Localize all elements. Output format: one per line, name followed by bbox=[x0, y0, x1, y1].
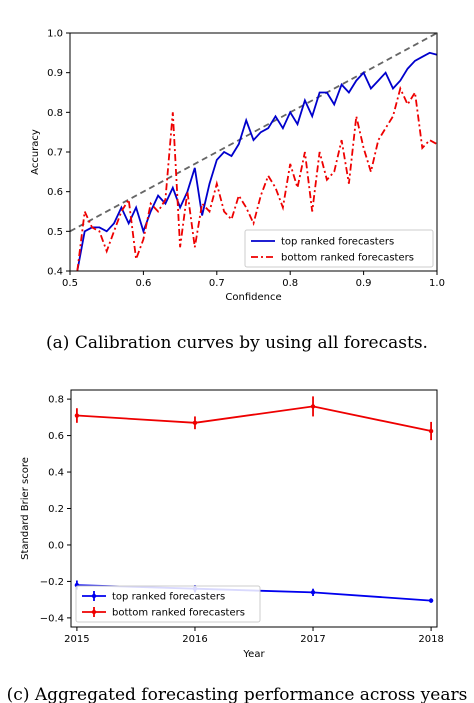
x-tick-label: 0.8 bbox=[282, 278, 298, 289]
caption: (a) Calibration curves by using all fore… bbox=[46, 333, 428, 353]
y-tick-label: 0.7 bbox=[47, 148, 63, 159]
data-point bbox=[428, 428, 434, 434]
legend-symbol-bottom bbox=[82, 607, 106, 617]
data-point bbox=[428, 598, 434, 603]
y-tick-label: 0.2 bbox=[48, 504, 64, 515]
y-axis-label: Standard Brier score bbox=[20, 457, 31, 560]
legend-label-top: top ranked forecasters bbox=[281, 237, 394, 248]
x-tick-label: 2017 bbox=[300, 634, 325, 645]
y-tick-label: 0.6 bbox=[47, 187, 63, 198]
legend-symbol-top bbox=[82, 591, 106, 601]
y-tick-label: 0.8 bbox=[48, 395, 64, 406]
series-line-1 bbox=[76, 405, 432, 432]
data-point bbox=[192, 420, 198, 426]
y-tick-label: 0.9 bbox=[47, 68, 63, 79]
calibration-chart: 0.5 0.6 0.7 0.8 0.9 1.0 0.40.50.60.70.80.91.0… bbox=[30, 29, 445, 354]
legend-label-bottom: bottom ranked forecasters bbox=[281, 253, 414, 264]
y-tick-label: 0.5 bbox=[47, 227, 63, 238]
diagonal-reference-line bbox=[69, 32, 438, 233]
y-axis-label: Accuracy bbox=[30, 129, 41, 175]
y-tick-label: 0.4 bbox=[48, 468, 64, 479]
data-point bbox=[74, 413, 80, 418]
y-tick-label: −0.2 bbox=[40, 577, 64, 588]
data-point bbox=[310, 590, 316, 595]
x-tick-label: 2016 bbox=[182, 634, 207, 645]
x-tick-label: 0.7 bbox=[209, 278, 225, 289]
y-tick-label: 0.4 bbox=[47, 267, 63, 278]
legend: top ranked forecasters bottom ranked for… bbox=[75, 585, 261, 623]
series-line-1 bbox=[76, 85, 438, 272]
x-tick-label: 0.9 bbox=[356, 278, 372, 289]
legend: top ranked forecasters bottom ranked for… bbox=[244, 229, 434, 268]
data-point bbox=[310, 404, 316, 409]
y-tick-label: 1.0 bbox=[47, 29, 63, 40]
x-tick-label: 2015 bbox=[64, 634, 89, 645]
y-tick-label: 0.0 bbox=[48, 540, 64, 551]
y-tick-label: 0.6 bbox=[48, 431, 64, 442]
legend-label-bottom: bottom ranked forecasters bbox=[112, 608, 245, 619]
y-tick-label: −0.4 bbox=[40, 613, 64, 624]
legend-box bbox=[244, 229, 434, 268]
caption: (c) Aggregated forecasting performance a… bbox=[7, 685, 468, 703]
legend-label-top: top ranked forecasters bbox=[112, 592, 225, 603]
x-tick-label: 0.5 bbox=[62, 278, 78, 289]
brier-score-chart: 2015 2016 2017 2018 −0.4 −0.2 0.0 0.2 0.4 0.6 0.8… bbox=[7, 389, 468, 703]
x-tick-label: 1.0 bbox=[429, 278, 445, 289]
x-tick-label: 0.6 bbox=[135, 278, 151, 289]
series-line-0 bbox=[76, 51, 438, 272]
legend-box bbox=[75, 585, 261, 623]
x-tick-label: 2018 bbox=[418, 634, 443, 645]
x-axis-label: Confidence bbox=[225, 292, 281, 303]
y-tick-label: 0.8 bbox=[47, 108, 63, 119]
x-axis-label: Year bbox=[242, 649, 265, 660]
